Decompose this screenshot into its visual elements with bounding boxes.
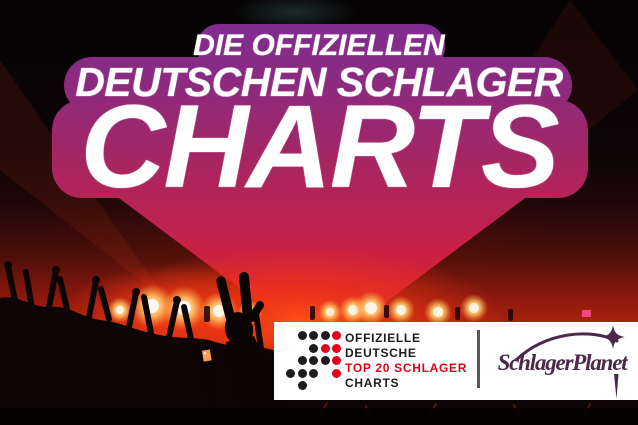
matrix-dot: [332, 331, 341, 340]
matrix-dot: [309, 356, 318, 365]
matrix-dot: [320, 343, 330, 353]
chart-logo-line: DEUTSCHE: [345, 346, 417, 360]
schlagerplanet-wordmark: SchlagerPlanet: [497, 350, 628, 375]
badge-line-1: DIE OFFIZIELLEN: [193, 29, 445, 62]
pink-light: [582, 310, 591, 317]
matrix-dot: [320, 356, 330, 365]
matrix-dot: [297, 356, 307, 365]
badge-line-3: CHARTS: [80, 81, 560, 213]
raised-hand-silhouette: [216, 272, 292, 425]
matrix-dot: [309, 331, 318, 340]
stage-smoke-light: [233, 0, 357, 30]
spike-icon: [614, 374, 619, 399]
matrix-dot: [332, 368, 341, 378]
matrix-dot: [297, 381, 307, 390]
logo-box: OFFIZIELLE DEUTSCHE TOP 20 SCHLAGER CHARTS …: [274, 322, 638, 400]
schlagerplanet-logo: SchlagerPlanet: [486, 322, 638, 400]
matrix-dot: [320, 331, 330, 340]
matrix-dot: [332, 343, 341, 353]
charts-dot-matrix-icon: [286, 331, 341, 390]
schlagerplanet-decoration: [514, 325, 625, 399]
performer-silhouettes: [204, 305, 513, 322]
matrix-dot: [332, 356, 341, 365]
matrix-dot: [309, 368, 318, 378]
chart-logo-line: OFFIZIELLE: [345, 331, 421, 345]
matrix-dot: [297, 368, 307, 378]
matrix-dot: [297, 331, 307, 340]
matrix-dot: [286, 368, 295, 378]
phone-silhouette: [198, 345, 216, 369]
chart-logo-line: TOP 20 SCHLAGER: [345, 361, 468, 375]
logo-divider: [477, 330, 480, 388]
sparkle-star-icon: [601, 325, 625, 349]
matrix-dot: [309, 343, 318, 353]
badge-line-2: DEUTSCHEN SCHLAGER: [75, 59, 563, 105]
official-charts-wordmark: OFFIZIELLE DEUTSCHE TOP 20 SCHLAGER CHARTS: [345, 331, 467, 391]
chart-logo-line: CHARTS: [345, 376, 400, 390]
